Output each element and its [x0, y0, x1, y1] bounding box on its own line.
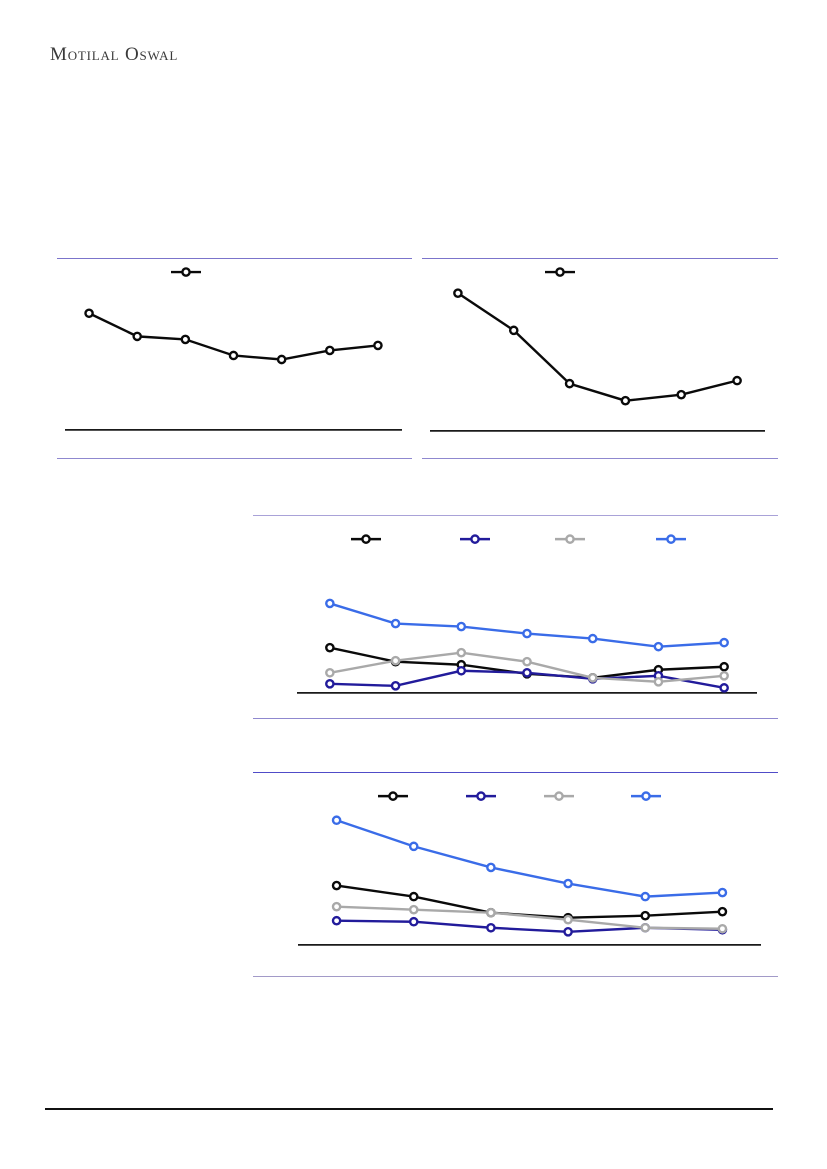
legend-marker-icon: [555, 267, 565, 277]
data-point-marker: [653, 676, 664, 687]
series-line: [336, 919, 723, 933]
data-point-marker: [228, 350, 239, 361]
data-point-marker: [331, 915, 342, 926]
data-point-marker: [325, 642, 335, 653]
series-line: [457, 292, 738, 402]
data-point-marker: [563, 878, 573, 889]
data-point-marker: [325, 679, 335, 689]
data-point-marker: [717, 887, 728, 898]
legend-marker-icon: [470, 534, 480, 544]
data-point-marker: [620, 395, 631, 406]
chart-panel-bottom: [253, 772, 778, 977]
data-point-marker: [390, 618, 401, 629]
data-point-marker: [564, 378, 575, 389]
line-chart-middle: [297, 534, 757, 694]
chart-panel-top-right: [422, 258, 778, 459]
legend-marker-icon: [641, 791, 651, 801]
data-point-marker: [640, 891, 651, 902]
data-point-marker: [732, 375, 742, 386]
data-point-marker: [456, 647, 467, 658]
data-point-marker: [587, 672, 598, 683]
data-point-marker: [325, 598, 335, 609]
chart-panel-middle: [253, 515, 778, 719]
data-point-marker: [640, 922, 651, 933]
data-point-marker: [719, 661, 729, 672]
legend-marker-icon: [476, 791, 486, 801]
legend-marker-icon: [565, 534, 575, 544]
data-point-marker: [719, 670, 729, 681]
series-line: [336, 905, 723, 930]
legend-marker-icon: [388, 791, 398, 801]
data-point-marker: [84, 308, 94, 319]
data-point-marker: [331, 901, 342, 912]
data-point-marker: [324, 345, 335, 356]
data-point-marker: [640, 910, 651, 921]
data-point-marker: [717, 923, 728, 934]
data-point-marker: [373, 340, 383, 351]
data-point-marker: [719, 683, 729, 693]
data-point-marker: [563, 914, 573, 925]
data-point-marker: [522, 667, 532, 678]
data-point-marker: [717, 906, 728, 917]
data-point-marker: [676, 389, 687, 400]
series-line: [336, 884, 723, 919]
data-point-marker: [587, 633, 598, 644]
data-point-marker: [390, 655, 401, 666]
footer-divider: [45, 1108, 773, 1110]
data-point-marker: [331, 815, 342, 826]
line-chart-top-right: [430, 267, 765, 432]
data-point-marker: [456, 621, 467, 632]
data-point-marker: [408, 916, 419, 927]
data-point-marker: [522, 656, 532, 667]
data-point-marker: [408, 904, 419, 915]
data-point-marker: [508, 325, 519, 336]
data-point-marker: [486, 907, 496, 918]
line-chart-top-left: [65, 267, 402, 431]
legend-marker-icon: [361, 534, 371, 544]
legend-marker-icon: [181, 267, 191, 277]
data-point-marker: [456, 665, 467, 676]
data-point-marker: [486, 922, 496, 933]
data-point-marker: [486, 862, 496, 873]
series-line: [336, 819, 723, 898]
data-point-marker: [453, 288, 463, 298]
data-point-marker: [325, 667, 335, 678]
data-point-marker: [331, 880, 342, 891]
data-point-marker: [408, 841, 419, 852]
data-point-marker: [522, 628, 532, 639]
brand-logo: Motilal Oswal: [50, 44, 179, 65]
data-point-marker: [390, 681, 401, 691]
line-chart-bottom: [298, 791, 761, 946]
data-point-marker: [180, 334, 191, 345]
series-line: [329, 602, 725, 648]
data-point-marker: [276, 354, 287, 365]
data-point-marker: [408, 891, 419, 902]
legend-marker-icon: [554, 791, 564, 801]
data-point-marker: [563, 926, 573, 937]
data-point-marker: [719, 637, 729, 648]
data-point-marker: [653, 641, 664, 652]
data-point-marker: [132, 331, 143, 342]
chart-panel-top-left: [57, 258, 412, 459]
legend-marker-icon: [666, 534, 676, 544]
